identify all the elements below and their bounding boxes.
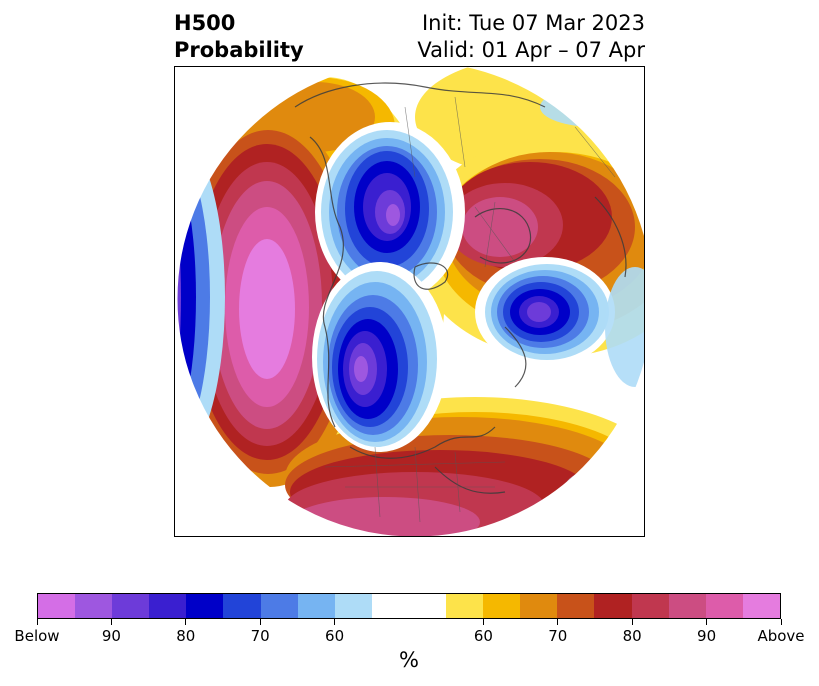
colorbar-cell	[297, 594, 335, 618]
colorbar-tick	[557, 619, 559, 625]
colorbar-tick	[780, 619, 782, 625]
date-info: Init: Tue 07 Mar 2023 Valid: 01 Apr – 07…	[417, 10, 645, 64]
anomaly-siberia-below	[315, 122, 465, 302]
colorbar-cell	[668, 594, 706, 618]
anomaly-north-atlantic-below	[475, 257, 615, 367]
valid-range: Valid: 01 Apr – 07 Apr	[417, 38, 645, 62]
colorbar-tick-label: 90	[101, 627, 121, 645]
colorbar-tick-label: 70	[548, 627, 568, 645]
colorbar-tick-label: 80	[176, 627, 196, 645]
colorbar-cell	[112, 594, 150, 618]
colorbar-cell	[408, 594, 447, 618]
variable-label: H500	[174, 11, 236, 35]
map-title: H500 Probability	[174, 10, 304, 64]
init-date: Init: Tue 07 Mar 2023	[421, 11, 645, 35]
colorbar-tick-label: Above	[757, 627, 805, 645]
colorbar-cell	[223, 594, 261, 618]
colorbar-tick-label: 60	[325, 627, 345, 645]
coastlines	[294, 82, 627, 494]
anomaly-scandinavia-above	[445, 152, 644, 312]
colorbar-tick	[482, 619, 484, 625]
colorbar-tick	[706, 619, 708, 625]
colorbar-cell	[483, 594, 521, 618]
product-label: Probability	[174, 38, 304, 62]
colorbar-cell	[75, 594, 113, 618]
colorbar-cell	[520, 594, 558, 618]
colorbar-cell	[594, 594, 632, 618]
polar-map-svg	[176, 67, 644, 536]
colorbar-tick-label: 60	[473, 627, 493, 645]
colorbar-tick-label: 80	[622, 627, 642, 645]
colorbar-cell	[334, 594, 372, 618]
colorbar-tick	[631, 619, 633, 625]
colorbar-cell	[38, 594, 76, 618]
colorbar-tick	[334, 619, 336, 625]
colorbar-tick-label: 90	[697, 627, 717, 645]
colorbar-tick	[185, 619, 187, 625]
colorbar-cell	[557, 594, 595, 618]
colorbar-unit: %	[399, 648, 419, 672]
probability-map	[174, 66, 645, 537]
anomaly-canada-below	[312, 262, 448, 452]
colorbar-tick	[36, 619, 38, 625]
colorbar-tick-label: Below	[14, 627, 60, 645]
colorbar-cell	[186, 594, 224, 618]
colorbar-cell	[371, 594, 409, 618]
colorbar	[37, 593, 781, 619]
colorbar-cell	[705, 594, 743, 618]
anomaly-west-pacific-above	[177, 117, 365, 487]
political-borders	[324, 96, 616, 523]
colorbar-tick-label: 70	[250, 627, 270, 645]
colorbar-cell	[446, 594, 484, 618]
colorbar-cell	[260, 594, 298, 618]
colorbar-cell	[149, 594, 187, 618]
anomaly-field	[177, 67, 644, 536]
colorbar-cell	[742, 594, 780, 618]
colorbar-cell	[631, 594, 669, 618]
colorbar-tick	[110, 619, 112, 625]
colorbar-tick	[259, 619, 261, 625]
anomaly-conus-above	[285, 417, 635, 536]
